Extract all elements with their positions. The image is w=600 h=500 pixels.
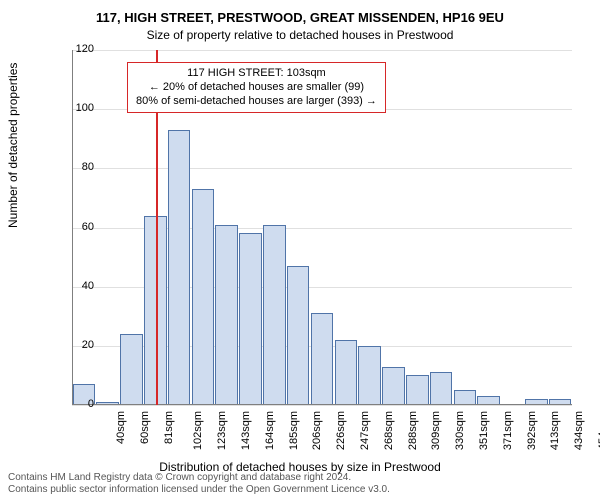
x-tick-label: 206sqm (312, 411, 324, 450)
x-tick-label: 164sqm (264, 411, 276, 450)
histogram-bar (358, 346, 381, 405)
x-tick-label: 434sqm (573, 411, 585, 450)
callout-line: ← 20% of detached houses are smaller (99… (136, 81, 377, 95)
x-tick-label: 392sqm (526, 411, 538, 450)
x-tick-label: 247sqm (359, 411, 371, 450)
callout-line: 117 HIGH STREET: 103sqm (136, 67, 377, 81)
histogram-bar (406, 375, 429, 405)
x-tick-label: 102sqm (192, 411, 204, 450)
footer-attribution: Contains HM Land Registry data © Crown c… (8, 472, 390, 496)
y-tick-label: 0 (34, 398, 94, 410)
x-tick-label: 268sqm (383, 411, 395, 450)
histogram-bar (120, 334, 143, 405)
chart-title: 117, HIGH STREET, PRESTWOOD, GREAT MISSE… (0, 10, 600, 25)
chart-container: 117, HIGH STREET, PRESTWOOD, GREAT MISSE… (0, 0, 600, 500)
gridline (72, 50, 572, 51)
x-tick-label: 413sqm (550, 411, 562, 450)
histogram-bar (239, 233, 262, 405)
x-tick-label: 60sqm (139, 411, 151, 444)
chart-subtitle: Size of property relative to detached ho… (0, 28, 600, 42)
y-tick-label: 100 (34, 102, 94, 114)
histogram-bar (215, 225, 238, 405)
x-tick-label: 226sqm (335, 411, 347, 450)
y-tick-label: 20 (34, 339, 94, 351)
footer-line-1: Contains HM Land Registry data © Crown c… (8, 472, 390, 484)
histogram-bar (454, 390, 477, 405)
x-tick-label: 81sqm (163, 411, 175, 444)
histogram-bar (287, 266, 310, 405)
gridline (72, 405, 572, 406)
histogram-bar (263, 225, 286, 405)
x-tick-label: 351sqm (478, 411, 490, 450)
x-tick-label: 330sqm (454, 411, 466, 450)
footer-line-2: Contains public sector information licen… (8, 484, 390, 496)
y-axis-title: Number of detached properties (6, 63, 20, 228)
y-tick-label: 40 (34, 280, 94, 292)
x-tick-label: 40sqm (115, 411, 127, 444)
gridline (72, 168, 572, 169)
histogram-bar (168, 130, 191, 405)
callout-line: 80% of semi-detached houses are larger (… (136, 95, 377, 109)
y-tick-label: 120 (34, 43, 94, 55)
histogram-bar (382, 367, 405, 405)
x-tick-label: 143sqm (240, 411, 252, 450)
histogram-bar (192, 189, 215, 405)
histogram-bar (311, 313, 334, 405)
x-tick-label: 185sqm (288, 411, 300, 450)
y-tick-label: 80 (34, 161, 94, 173)
callout-box: 117 HIGH STREET: 103sqm← 20% of detached… (127, 62, 386, 113)
plot-area: 117 HIGH STREET: 103sqm← 20% of detached… (72, 50, 572, 405)
x-tick-label: 371sqm (502, 411, 514, 450)
x-tick-label: 123sqm (216, 411, 228, 450)
x-tick-label: 288sqm (407, 411, 419, 450)
histogram-bar (335, 340, 358, 405)
histogram-bar (430, 372, 453, 405)
x-tick-label: 309sqm (431, 411, 443, 450)
histogram-bar (144, 216, 167, 405)
y-tick-label: 60 (34, 221, 94, 233)
